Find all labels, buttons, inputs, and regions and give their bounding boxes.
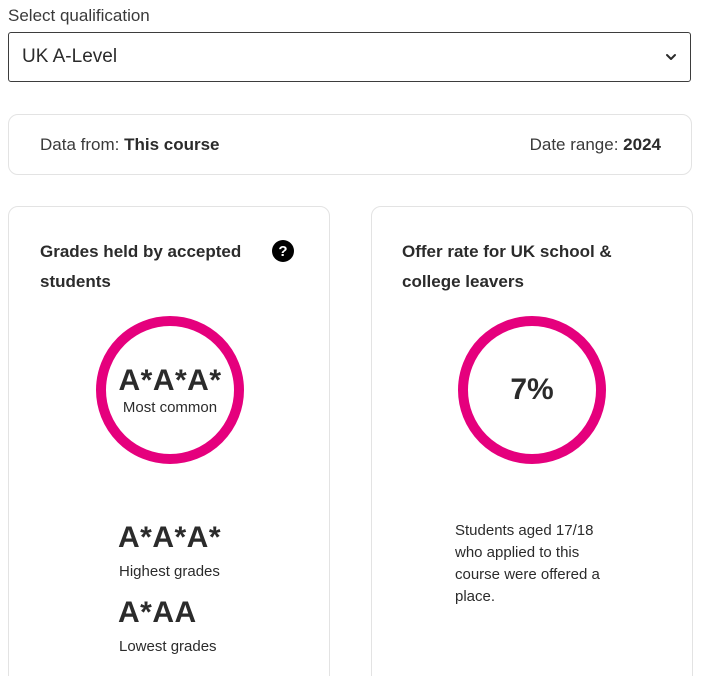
highest-grade: A*A*A* <box>118 521 222 554</box>
highest-grade-label: Highest grades <box>119 563 220 580</box>
offer-rate-card-title: Offer rate for UK school & college leave… <box>402 242 612 291</box>
most-common-grade: A*A*A* <box>118 363 222 397</box>
offer-rate-card: Offer rate for UK school & college leave… <box>371 206 693 676</box>
offer-rate-ring: 7% <box>458 316 606 464</box>
qualification-label: Select qualification <box>8 6 150 25</box>
grades-card-title: Grades held by accepted students <box>40 242 242 291</box>
qualification-select[interactable]: UK A-Level <box>8 32 691 82</box>
grades-card: Grades held by accepted students ? A*A*A… <box>8 206 330 676</box>
most-common-label: Most common <box>122 398 218 416</box>
chevron-down-icon <box>666 54 676 60</box>
lowest-grade-label: Lowest grades <box>119 638 217 655</box>
data-source-bar: Data from: This course Date range: 2024 <box>8 114 692 175</box>
date-range-label: Date range: <box>529 134 619 154</box>
data-from: Data from: This course <box>40 135 220 155</box>
data-from-value: This course <box>124 134 220 154</box>
offer-rate-description: Students aged 17/18 who applied to this … <box>455 522 600 605</box>
date-range: Date range: 2024 <box>530 135 661 155</box>
lowest-grade: A*AA <box>118 596 197 629</box>
date-range-value: 2024 <box>623 134 661 154</box>
most-common-grade-ring: A*A*A* Most common <box>96 316 244 464</box>
data-from-label: Data from: <box>40 134 120 154</box>
question-circle-icon[interactable]: ? <box>272 240 294 262</box>
qualification-select-value: UK A-Level <box>22 46 118 67</box>
offer-rate-value: 7% <box>510 373 554 406</box>
